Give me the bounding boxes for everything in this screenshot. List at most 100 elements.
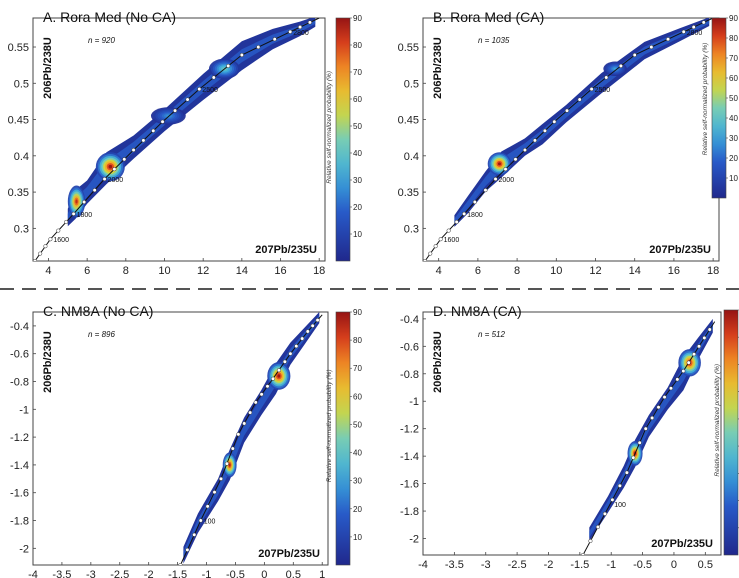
colorbar-tick-label: 40 — [353, 149, 362, 158]
concordia-marker — [71, 211, 76, 216]
concordia-marker — [141, 138, 146, 143]
age-label: 1600 — [53, 237, 69, 244]
concordia-marker — [454, 219, 459, 225]
concordia-curve — [582, 321, 716, 555]
colorbar-tick-label: 50 — [353, 420, 362, 429]
concordia-marker — [265, 384, 270, 389]
panel-A: 1600 1800 2000 2500 2800 4 6 8 10 12 14 16 18 0.3 0.35… — [8, 9, 363, 277]
concordia-marker — [224, 461, 229, 466]
sample-count: n = 920 — [88, 36, 115, 45]
y-tick-label: 0.45 — [8, 115, 29, 127]
concordia-marker — [696, 344, 702, 349]
y-axis-label: 206Pb/238U — [42, 331, 54, 393]
concordia-marker — [668, 386, 673, 391]
concordia-marker — [631, 455, 636, 460]
concordia-marker — [483, 188, 488, 193]
concordia-marker — [259, 392, 264, 397]
x-axis-label: 207Pb/235U — [255, 244, 317, 256]
plot-area — [422, 17, 720, 262]
concordia-marker — [513, 157, 518, 162]
density-peak — [95, 152, 125, 182]
density-core — [589, 322, 713, 538]
colorbar-tick-label: 60 — [729, 74, 738, 83]
y-tick-label: -1.4 — [10, 460, 29, 472]
y-tick-label: -0.6 — [400, 341, 419, 353]
concordia-marker — [462, 211, 467, 216]
concordia-marker — [205, 504, 210, 509]
concordia-marker — [298, 25, 303, 30]
colorbar-tick-label: 90 — [353, 14, 362, 23]
concordia-marker — [686, 360, 691, 365]
y-tick-label: 0.4 — [14, 151, 29, 163]
colorbar — [711, 17, 727, 199]
concordia-marker — [185, 97, 190, 102]
colorbar-tick-label: 60 — [353, 392, 362, 401]
age-label: 2500 — [595, 87, 611, 94]
concordia-marker — [691, 352, 697, 357]
plot-area — [422, 311, 722, 556]
x-tick-label: -0.5 — [226, 569, 245, 578]
age-label: 2000 — [108, 177, 124, 184]
y-tick-label: -0.6 — [10, 349, 29, 361]
concordia-marker — [192, 532, 197, 537]
colorbar-tick-label: 40 — [729, 114, 738, 123]
colorbar-tick-label: 20 — [353, 505, 362, 514]
concordia-marker — [522, 147, 527, 153]
x-tick-label: 14 — [629, 265, 641, 277]
x-tick-label: 0 — [261, 569, 267, 578]
concordia-marker — [102, 176, 107, 182]
x-tick-label: 8 — [514, 265, 520, 277]
density-contour — [108, 164, 113, 169]
concordia-marker — [38, 251, 43, 256]
concordia-marker — [300, 336, 305, 341]
x-tick-label: -2 — [544, 559, 554, 571]
y-tick-label: -1.6 — [400, 479, 419, 491]
concordia-marker — [610, 497, 615, 502]
x-tick-label: 4 — [436, 265, 442, 277]
concordia-marker — [82, 199, 87, 205]
concordia-marker — [239, 52, 244, 58]
concordia-marker — [577, 97, 582, 102]
age-label: 1800 — [77, 212, 93, 219]
y-tick-label: -0.4 — [10, 321, 29, 333]
x-tick-label: 6 — [475, 265, 481, 277]
concordia-marker — [242, 421, 247, 426]
y-tick-label: -1.4 — [400, 451, 419, 463]
concordia-marker — [33, 258, 37, 261]
concordia-marker — [552, 119, 557, 124]
density-ribbon — [67, 18, 316, 227]
x-tick-label: -2 — [144, 569, 154, 578]
x-tick-label: -3.5 — [445, 559, 464, 571]
x-tick-label: -3 — [481, 559, 491, 571]
concordia-marker — [433, 244, 438, 249]
panel-C: 100 -4 -3.5 -3 -2.5 -2 -1.5 -1 -0.5 0 0.5 1 -2 -1.8 -1… — [10, 303, 362, 578]
plot-area — [32, 311, 329, 566]
colorbar-tick-label: 50 — [353, 122, 362, 131]
colorbar-tick-label: 80 — [729, 34, 738, 43]
concordia-marker — [211, 75, 216, 80]
y-tick-label: 0.3 — [14, 223, 29, 235]
concordia-marker — [64, 219, 69, 225]
y-tick-label: 0.5 — [404, 78, 419, 90]
colorbar-tick-label: 20 — [353, 203, 362, 212]
concordia-marker — [288, 351, 293, 356]
colorbar-label: Relative self-normalized probability (%) — [326, 71, 333, 184]
concordia-marker — [305, 329, 310, 334]
concordia-marker — [643, 426, 648, 431]
concordia-marker — [701, 20, 706, 25]
concordia-marker — [503, 167, 508, 172]
age-label: 2800 — [293, 30, 309, 37]
sample-count: n = 512 — [478, 330, 505, 339]
x-tick-label: 0 — [671, 559, 677, 571]
density-contour — [228, 463, 231, 467]
concordia-marker — [580, 552, 586, 555]
concordia-marker — [617, 483, 622, 488]
concordia-marker — [315, 318, 320, 323]
colorbar-tick-label: 80 — [353, 41, 362, 50]
y-tick-label: -1.2 — [10, 432, 29, 444]
panel-D: 100 -4 -3.5 -3 -2.5 -2 -1.5 -1 -0.5 0 0.5 -2 -1.8 -1.… — [400, 303, 739, 571]
concordia-marker — [256, 45, 261, 50]
concordia-marker — [564, 108, 570, 113]
concordia-marker — [588, 538, 593, 544]
x-tick-label: -3.5 — [52, 569, 71, 578]
